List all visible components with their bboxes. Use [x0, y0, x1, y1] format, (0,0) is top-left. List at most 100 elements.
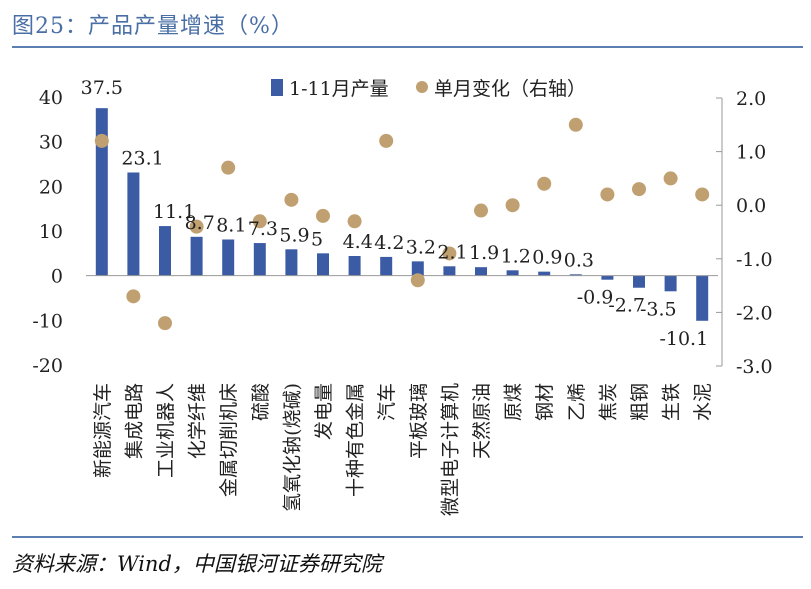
category-label: 汽车	[376, 383, 398, 421]
dot	[474, 203, 488, 218]
bar	[569, 274, 582, 276]
left-axis-tick-label: -20	[32, 355, 63, 377]
category-label: 天然原油	[471, 383, 493, 459]
bar	[633, 275, 645, 288]
legend: 1-11月产量 单月变化（右轴）	[271, 78, 586, 100]
legend-dot-swatch	[416, 81, 428, 93]
bar-value-label: 23.1	[121, 147, 163, 169]
right-axis-tick-label: 1.0	[736, 142, 766, 164]
source-note: 资料来源：Wind，中国银河证券研究院	[12, 552, 382, 576]
bar	[475, 267, 487, 276]
bar-value-label: 7.3	[248, 218, 278, 240]
category-label: 水泥	[692, 383, 714, 421]
left-axis-tick-label: 40	[39, 87, 63, 109]
category-label: 化学纤维	[187, 383, 209, 459]
bar	[317, 253, 329, 276]
bar	[285, 249, 298, 276]
bar-value-label: -3.5	[640, 298, 677, 320]
dot	[94, 133, 109, 148]
dot	[189, 219, 204, 234]
bar	[159, 226, 171, 276]
legend-bar-swatch	[271, 79, 283, 96]
bar-scatter-chart: 40 30 20 10 0 -10 -20 2.0 1.0 0.0 -1.0 -2.0 -3.0 37…	[32, 77, 773, 516]
bar	[506, 270, 519, 276]
dot	[632, 182, 646, 197]
left-axis: 40 30 20 10 0 -10 -20	[32, 87, 63, 377]
bar-value-label: 11.1	[153, 201, 195, 223]
left-axis-tick-label: 0	[51, 266, 63, 288]
bar	[380, 256, 393, 276]
dot	[600, 187, 615, 202]
legend-dot-label: 单月变化（右轴）	[434, 78, 586, 100]
category-label: 平板玻璃	[408, 383, 430, 459]
bar-value-label: 8.1	[216, 214, 246, 236]
right-axis-tick-label: -1.0	[736, 249, 773, 271]
category-label: 生铁	[661, 383, 683, 421]
bar-value-label: 0.9	[532, 247, 562, 269]
bar	[696, 275, 709, 321]
left-axis-tick-label: 30	[39, 132, 63, 154]
bar	[538, 271, 551, 276]
category-label: 金属切削机床	[218, 383, 240, 497]
bar	[222, 239, 235, 276]
category-label: 新能源汽车	[92, 383, 114, 478]
left-axis-tick-label: 20	[39, 176, 63, 198]
bar-value-label: 1.9	[469, 242, 499, 264]
category-label: 微型电子计算机	[439, 383, 461, 516]
dot	[695, 187, 710, 202]
dot	[505, 198, 520, 213]
left-axis-tick-label: -10	[32, 310, 63, 332]
dot	[158, 316, 172, 331]
bar	[190, 236, 203, 276]
category-label: 氢氧化钠(烧碱)	[281, 383, 303, 512]
bar-value-label: 5	[311, 228, 323, 250]
dot	[663, 171, 678, 186]
bar-value-label: 3.2	[406, 236, 436, 258]
bar	[664, 275, 677, 292]
figure-title: 图25：产品产量增速（%）	[12, 14, 294, 39]
category-label: 硫酸	[250, 383, 272, 421]
category-label: 焦炭	[597, 383, 619, 421]
category-label: 发电量	[313, 383, 335, 440]
right-axis-tick-label: 0.0	[736, 195, 766, 217]
category-label: 原煤	[503, 383, 525, 421]
dot-series	[94, 117, 710, 331]
bar-value-label: 2.1	[437, 241, 467, 263]
title-rule	[12, 46, 803, 48]
bar-value-label: 4.2	[374, 232, 404, 254]
bar-value-label: 37.5	[81, 77, 123, 99]
bar	[127, 172, 140, 276]
category-label-group: 新能源汽车 集成电路 工业机器人 化学纤维 金属切削机床 硫酸 氢氧化钠(烧碱) 发电量 十种有…	[92, 383, 714, 516]
dot	[347, 214, 362, 229]
bar-value-label: -2.7	[608, 295, 645, 317]
bar-value-label: -0.9	[577, 287, 614, 309]
right-axis: 2.0 1.0 0.0 -1.0 -2.0 -3.0	[716, 88, 773, 378]
dot	[568, 117, 583, 132]
dot	[537, 176, 552, 191]
dot	[410, 273, 425, 288]
dot	[284, 192, 299, 207]
right-axis-tick-label: 2.0	[736, 88, 766, 110]
bar	[601, 275, 614, 280]
dot	[126, 289, 141, 304]
dot	[252, 214, 267, 229]
bar	[95, 108, 108, 276]
bar-value-label: -10.1	[659, 328, 708, 350]
category-label: 集成电路	[123, 383, 145, 459]
bar	[253, 243, 266, 276]
source-rule	[12, 536, 803, 538]
bar-label-group: 37.5 23.1 11.18.7 8.1 7.3 5.9 5 4.4 4.2 3.2 2.1 1.9…	[81, 77, 709, 350]
bar-series	[95, 108, 709, 321]
category-label: 粗钢	[629, 383, 651, 421]
right-axis-tick-label: -3.0	[736, 356, 773, 378]
category-label: 乙烯	[566, 383, 588, 421]
left-axis-tick-label: 10	[39, 221, 63, 243]
dot	[442, 246, 457, 261]
bar	[443, 266, 456, 276]
bar-value-label: 4.4	[343, 231, 373, 253]
category-label: 钢材	[534, 383, 556, 421]
right-axis-tick-label: -2.0	[736, 302, 773, 324]
category-label: 工业机器人	[155, 383, 177, 478]
bar	[348, 256, 361, 276]
bar-value-label: 0.3	[564, 249, 594, 271]
